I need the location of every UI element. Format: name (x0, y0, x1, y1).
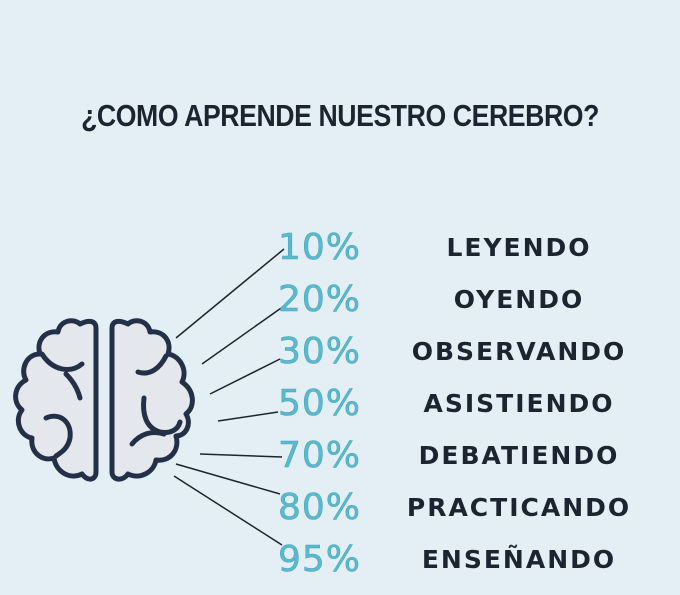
percent-value: 50% (278, 383, 362, 424)
list-item: 95% ENSEÑANDO (278, 539, 678, 580)
brain-icon (13, 318, 195, 482)
percent-value: 80% (278, 487, 362, 528)
page-title: ¿COMO APRENDE NUESTRO CEREBRO? (81, 98, 599, 133)
percent-value: 10% (278, 227, 362, 268)
activity-label: PRACTICANDO (406, 493, 632, 522)
activity-label: ENSEÑANDO (421, 545, 617, 574)
list-item: 30% OBSERVANDO (278, 331, 678, 372)
activity-label: OBSERVANDO (411, 337, 627, 366)
percent-value: 70% (278, 435, 362, 476)
activity-label: ASISTIENDO (423, 389, 615, 418)
list-item: 70% DEBATIENDO (278, 435, 678, 476)
percent-value: 20% (278, 279, 362, 320)
list-item: 80% PRACTICANDO (278, 487, 678, 528)
activity-label: OYENDO (453, 285, 585, 314)
percent-value: 95% (278, 539, 362, 580)
list-item: 20% OYENDO (278, 279, 678, 320)
activity-label: DEBATIENDO (418, 441, 620, 470)
percent-value: 30% (278, 331, 362, 372)
list-item: 50% ASISTIENDO (278, 383, 678, 424)
activity-label: LEYENDO (446, 233, 592, 262)
list-item: 10% LEYENDO (278, 227, 678, 268)
